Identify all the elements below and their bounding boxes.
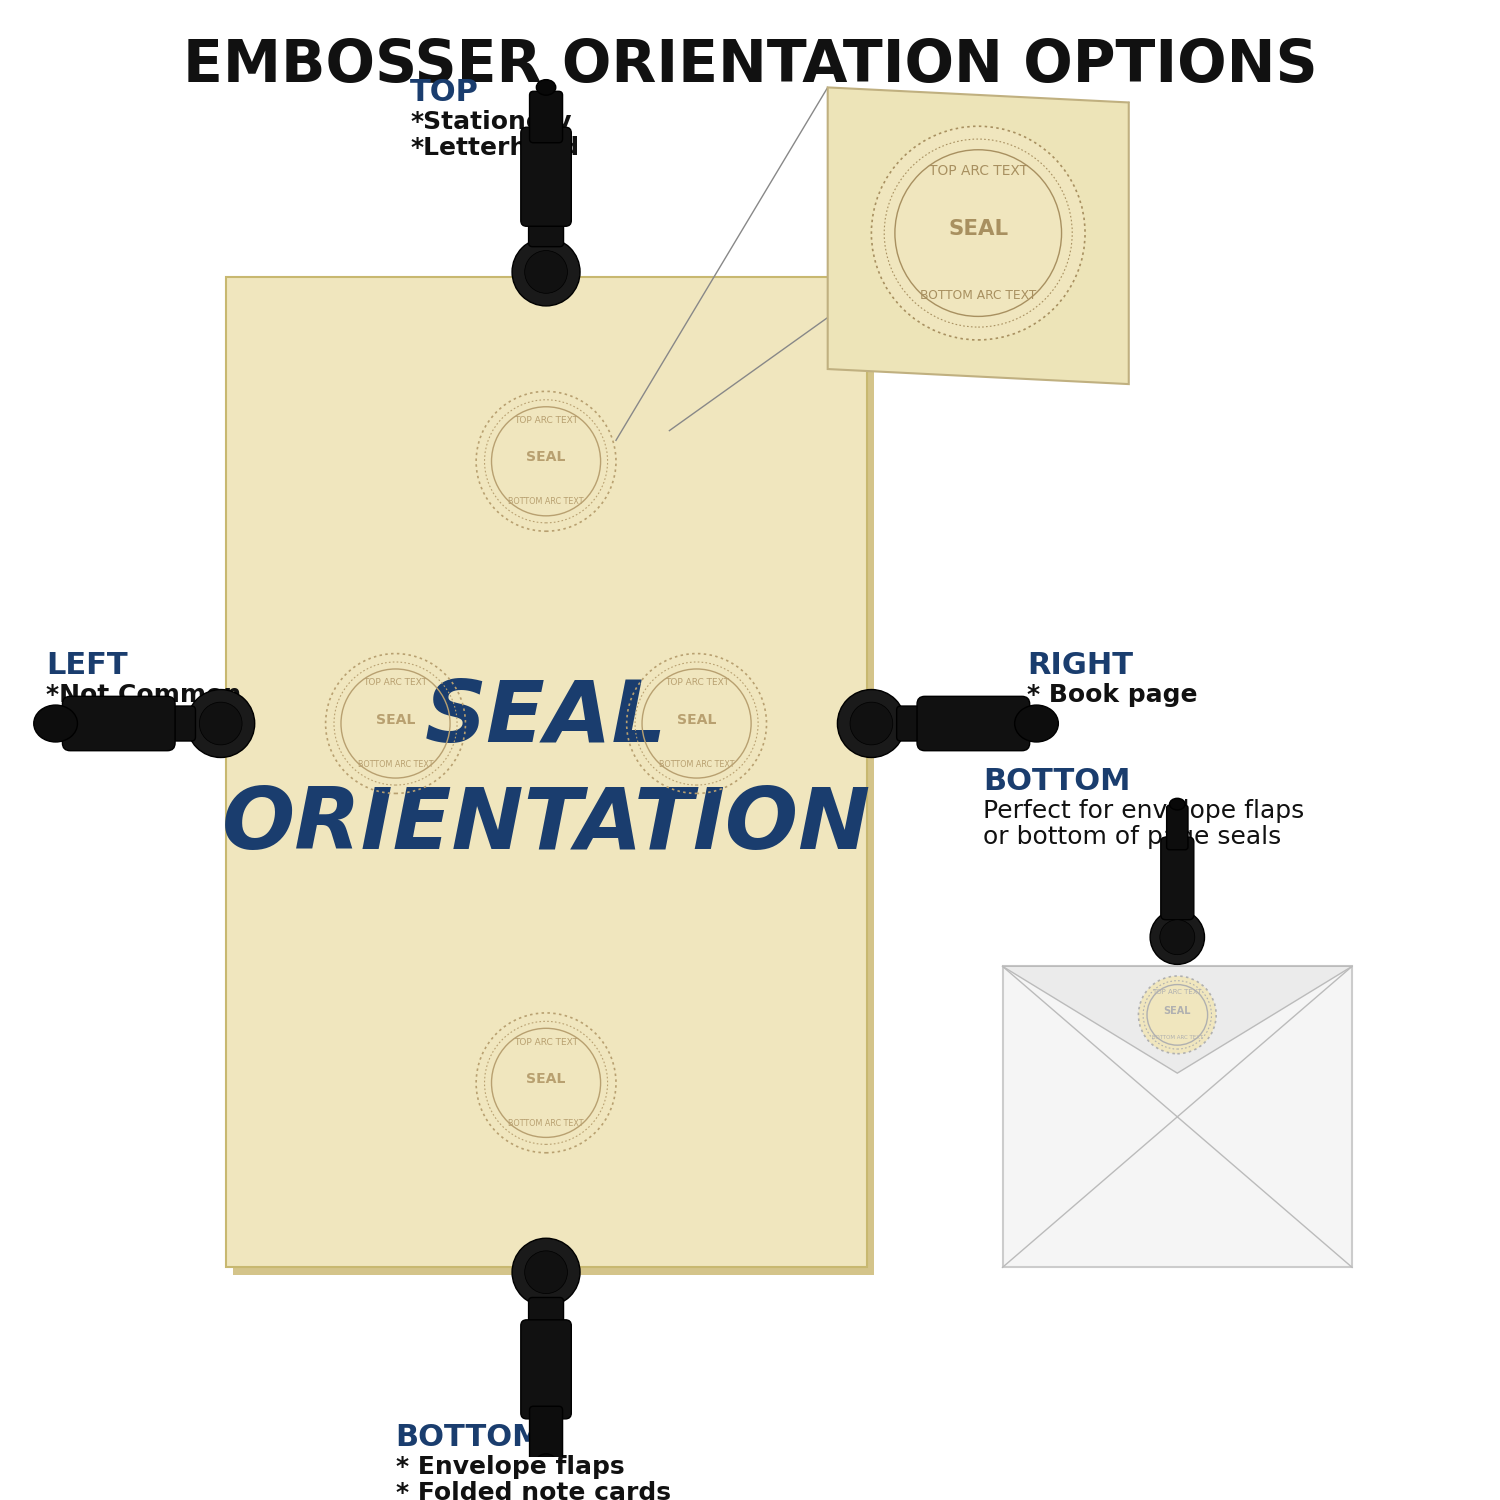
FancyBboxPatch shape (63, 696, 176, 750)
Ellipse shape (537, 80, 556, 94)
Text: * Book page: * Book page (1028, 682, 1197, 706)
FancyBboxPatch shape (1161, 837, 1194, 920)
Polygon shape (1002, 966, 1352, 1072)
Text: BOTTOM ARC TEXT: BOTTOM ARC TEXT (920, 288, 1036, 302)
Text: SEAL: SEAL (424, 676, 668, 760)
FancyBboxPatch shape (897, 706, 933, 741)
Text: BOTTOM ARC TEXT: BOTTOM ARC TEXT (509, 1119, 584, 1128)
Text: SEAL: SEAL (526, 1072, 566, 1086)
FancyBboxPatch shape (1002, 966, 1352, 1268)
Text: *Not Common: *Not Common (46, 682, 242, 706)
Circle shape (476, 1013, 616, 1154)
Text: *Letterhead: *Letterhead (410, 136, 579, 160)
FancyBboxPatch shape (520, 128, 572, 226)
Ellipse shape (537, 1454, 556, 1470)
Text: BOTTOM: BOTTOM (396, 1424, 543, 1452)
FancyBboxPatch shape (528, 210, 564, 246)
Circle shape (200, 702, 242, 746)
Circle shape (1150, 910, 1204, 964)
Text: LEFT: LEFT (46, 651, 128, 680)
Text: ORIENTATION: ORIENTATION (222, 784, 870, 867)
FancyBboxPatch shape (1167, 806, 1188, 850)
Text: BOTTOM ARC TEXT: BOTTOM ARC TEXT (358, 759, 434, 768)
Text: SEAL: SEAL (948, 219, 1008, 239)
Text: BOTTOM: BOTTOM (982, 768, 1131, 796)
FancyBboxPatch shape (520, 1320, 572, 1419)
Ellipse shape (1170, 798, 1185, 810)
Text: TOP ARC TEXT: TOP ARC TEXT (664, 678, 729, 687)
Circle shape (1160, 920, 1196, 954)
Ellipse shape (1014, 705, 1059, 742)
Circle shape (186, 690, 255, 758)
Text: TOP ARC TEXT: TOP ARC TEXT (514, 1038, 578, 1047)
FancyBboxPatch shape (159, 706, 195, 741)
FancyBboxPatch shape (916, 696, 1029, 750)
Polygon shape (828, 87, 1130, 384)
Ellipse shape (34, 705, 78, 742)
Text: TOP: TOP (410, 78, 478, 106)
Text: TOP ARC TEXT: TOP ARC TEXT (928, 164, 1028, 178)
Circle shape (512, 1238, 580, 1306)
FancyBboxPatch shape (530, 1406, 562, 1461)
Circle shape (837, 690, 906, 758)
Text: BOTTOM ARC TEXT: BOTTOM ARC TEXT (658, 759, 735, 768)
Text: SEAL: SEAL (376, 712, 416, 726)
Circle shape (476, 392, 616, 531)
FancyBboxPatch shape (530, 92, 562, 142)
Text: SEAL: SEAL (526, 450, 566, 465)
FancyBboxPatch shape (528, 1298, 564, 1335)
Circle shape (525, 1251, 567, 1293)
Text: Perfect for envelope flaps: Perfect for envelope flaps (982, 800, 1305, 824)
Circle shape (512, 238, 580, 306)
Text: TOP ARC TEXT: TOP ARC TEXT (514, 416, 578, 424)
Text: EMBOSSER ORIENTATION OPTIONS: EMBOSSER ORIENTATION OPTIONS (183, 38, 1317, 94)
Text: TOP ARC TEXT: TOP ARC TEXT (363, 678, 428, 687)
Text: TOP ARC TEXT: TOP ARC TEXT (1152, 990, 1202, 996)
Text: BOTTOM ARC TEXT: BOTTOM ARC TEXT (509, 498, 584, 507)
FancyBboxPatch shape (225, 278, 867, 1268)
Text: * Envelope flaps: * Envelope flaps (396, 1455, 624, 1479)
Text: * Folded note cards: * Folded note cards (396, 1480, 670, 1500)
Circle shape (525, 251, 567, 294)
FancyBboxPatch shape (234, 285, 874, 1275)
Circle shape (871, 126, 1084, 341)
Text: or bottom of page seals: or bottom of page seals (982, 825, 1281, 849)
Circle shape (1138, 976, 1216, 1053)
Text: SEAL: SEAL (676, 712, 717, 726)
Text: SEAL: SEAL (1164, 1007, 1191, 1016)
Text: *Stationery: *Stationery (410, 110, 572, 134)
Circle shape (627, 654, 766, 794)
Text: RIGHT: RIGHT (1028, 651, 1132, 680)
Text: BOTTOM ARC TEXT: BOTTOM ARC TEXT (1152, 1035, 1203, 1040)
Circle shape (326, 654, 465, 794)
Circle shape (850, 702, 892, 746)
